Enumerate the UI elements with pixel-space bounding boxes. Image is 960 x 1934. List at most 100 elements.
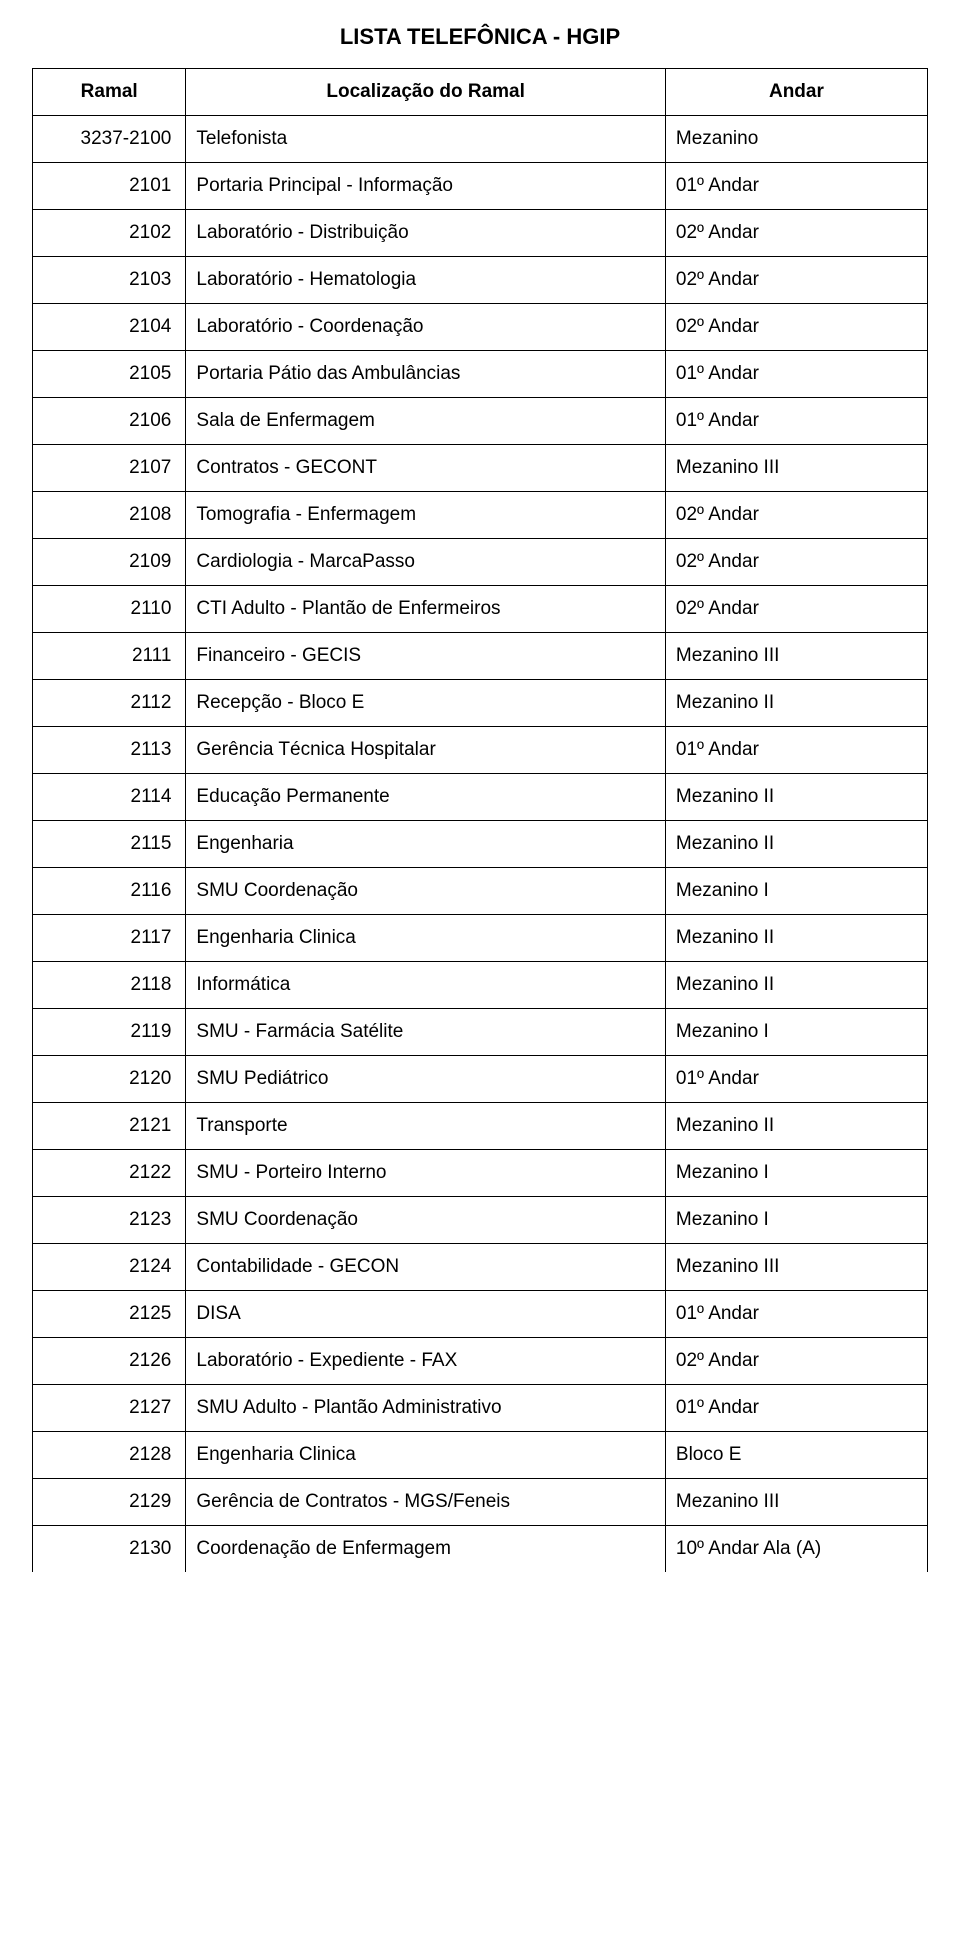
cell-localizacao: Laboratório - Coordenação: [186, 304, 666, 351]
cell-andar: Mezanino I: [665, 1197, 927, 1244]
table-row: 2103Laboratório - Hematologia02º Andar: [33, 257, 928, 304]
cell-ramal: 2112: [33, 680, 186, 727]
cell-localizacao: Transporte: [186, 1103, 666, 1150]
table-row: 2104Laboratório - Coordenação02º Andar: [33, 304, 928, 351]
cell-andar: 02º Andar: [665, 586, 927, 633]
table-row: 2101Portaria Principal - Informação01º A…: [33, 163, 928, 210]
cell-andar: Mezanino I: [665, 868, 927, 915]
table-row: 2130Coordenação de Enfermagem10º Andar A…: [33, 1526, 928, 1573]
phone-list-table: Ramal Localização do Ramal Andar 3237-21…: [32, 68, 928, 1572]
table-row: 2116SMU CoordenaçãoMezanino I: [33, 868, 928, 915]
cell-ramal: 2116: [33, 868, 186, 915]
cell-ramal: 2118: [33, 962, 186, 1009]
cell-andar: 01º Andar: [665, 1056, 927, 1103]
cell-localizacao: SMU Coordenação: [186, 868, 666, 915]
cell-localizacao: Portaria Pátio das Ambulâncias: [186, 351, 666, 398]
cell-ramal: 2119: [33, 1009, 186, 1056]
cell-ramal: 2102: [33, 210, 186, 257]
table-row: 2114Educação PermanenteMezanino II: [33, 774, 928, 821]
cell-andar: Mezanino II: [665, 774, 927, 821]
table-row: 2109Cardiologia - MarcaPasso02º Andar: [33, 539, 928, 586]
table-row: 2105Portaria Pátio das Ambulâncias01º An…: [33, 351, 928, 398]
header-andar: Andar: [665, 69, 927, 116]
cell-andar: Mezanino III: [665, 1244, 927, 1291]
cell-andar: Mezanino II: [665, 915, 927, 962]
cell-localizacao: Laboratório - Expediente - FAX: [186, 1338, 666, 1385]
cell-localizacao: Engenharia Clinica: [186, 1432, 666, 1479]
table-row: 2119SMU - Farmácia SatéliteMezanino I: [33, 1009, 928, 1056]
cell-andar: Bloco E: [665, 1432, 927, 1479]
cell-localizacao: SMU Adulto - Plantão Administrativo: [186, 1385, 666, 1432]
cell-ramal: 2121: [33, 1103, 186, 1150]
cell-andar: Mezanino III: [665, 633, 927, 680]
table-row: 2106Sala de Enfermagem01º Andar: [33, 398, 928, 445]
table-row: 2118InformáticaMezanino II: [33, 962, 928, 1009]
cell-ramal: 2107: [33, 445, 186, 492]
table-row: 2123SMU CoordenaçãoMezanino I: [33, 1197, 928, 1244]
cell-andar: 02º Andar: [665, 257, 927, 304]
cell-localizacao: Gerência de Contratos - MGS/Feneis: [186, 1479, 666, 1526]
cell-ramal: 2120: [33, 1056, 186, 1103]
cell-localizacao: Contratos - GECONT: [186, 445, 666, 492]
cell-andar: 02º Andar: [665, 304, 927, 351]
cell-andar: Mezanino III: [665, 445, 927, 492]
cell-ramal: 2124: [33, 1244, 186, 1291]
cell-localizacao: Coordenação de Enfermagem: [186, 1526, 666, 1573]
table-row: 2113Gerência Técnica Hospitalar01º Andar: [33, 727, 928, 774]
cell-localizacao: Educação Permanente: [186, 774, 666, 821]
cell-andar: 01º Andar: [665, 351, 927, 398]
cell-ramal: 2128: [33, 1432, 186, 1479]
cell-ramal: 2130: [33, 1526, 186, 1573]
header-localizacao: Localização do Ramal: [186, 69, 666, 116]
cell-localizacao: Contabilidade - GECON: [186, 1244, 666, 1291]
cell-ramal: 2105: [33, 351, 186, 398]
cell-andar: Mezanino II: [665, 1103, 927, 1150]
cell-localizacao: Engenharia: [186, 821, 666, 868]
table-body: 3237-2100TelefonistaMezanino2101Portaria…: [33, 116, 928, 1573]
cell-ramal: 2104: [33, 304, 186, 351]
cell-andar: Mezanino II: [665, 962, 927, 1009]
cell-ramal: 2114: [33, 774, 186, 821]
cell-ramal: 2106: [33, 398, 186, 445]
cell-andar: 02º Andar: [665, 492, 927, 539]
cell-andar: Mezanino I: [665, 1150, 927, 1197]
cell-localizacao: Laboratório - Hematologia: [186, 257, 666, 304]
cell-ramal: 2108: [33, 492, 186, 539]
table-row: 2112Recepção - Bloco EMezanino II: [33, 680, 928, 727]
table-row: 2117Engenharia ClinicaMezanino II: [33, 915, 928, 962]
cell-andar: 10º Andar Ala (A): [665, 1526, 927, 1573]
cell-ramal: 2115: [33, 821, 186, 868]
table-row: 2121TransporteMezanino II: [33, 1103, 928, 1150]
cell-andar: 01º Andar: [665, 1291, 927, 1338]
cell-localizacao: CTI Adulto - Plantão de Enfermeiros: [186, 586, 666, 633]
cell-andar: Mezanino I: [665, 1009, 927, 1056]
cell-andar: 02º Andar: [665, 210, 927, 257]
cell-localizacao: Informática: [186, 962, 666, 1009]
cell-andar: Mezanino II: [665, 680, 927, 727]
table-row: 2110CTI Adulto - Plantão de Enfermeiros0…: [33, 586, 928, 633]
table-row: 2102Laboratório - Distribuição02º Andar: [33, 210, 928, 257]
cell-andar: 02º Andar: [665, 539, 927, 586]
cell-andar: 02º Andar: [665, 1338, 927, 1385]
cell-ramal: 2117: [33, 915, 186, 962]
cell-localizacao: Telefonista: [186, 116, 666, 163]
cell-localizacao: SMU Pediátrico: [186, 1056, 666, 1103]
cell-ramal: 2101: [33, 163, 186, 210]
table-row: 2128Engenharia ClinicaBloco E: [33, 1432, 928, 1479]
cell-localizacao: Portaria Principal - Informação: [186, 163, 666, 210]
cell-andar: 01º Andar: [665, 1385, 927, 1432]
cell-localizacao: Tomografia - Enfermagem: [186, 492, 666, 539]
cell-andar: 01º Andar: [665, 163, 927, 210]
table-row: 2122SMU - Porteiro InternoMezanino I: [33, 1150, 928, 1197]
cell-localizacao: Laboratório - Distribuição: [186, 210, 666, 257]
cell-localizacao: Engenharia Clinica: [186, 915, 666, 962]
table-row: 2124Contabilidade - GECONMezanino III: [33, 1244, 928, 1291]
page-title: LISTA TELEFÔNICA - HGIP: [32, 24, 928, 50]
table-header-row: Ramal Localização do Ramal Andar: [33, 69, 928, 116]
table-row: 2120SMU Pediátrico01º Andar: [33, 1056, 928, 1103]
cell-localizacao: Cardiologia - MarcaPasso: [186, 539, 666, 586]
cell-ramal: 2127: [33, 1385, 186, 1432]
cell-andar: Mezanino III: [665, 1479, 927, 1526]
cell-localizacao: SMU - Farmácia Satélite: [186, 1009, 666, 1056]
cell-ramal: 2123: [33, 1197, 186, 1244]
